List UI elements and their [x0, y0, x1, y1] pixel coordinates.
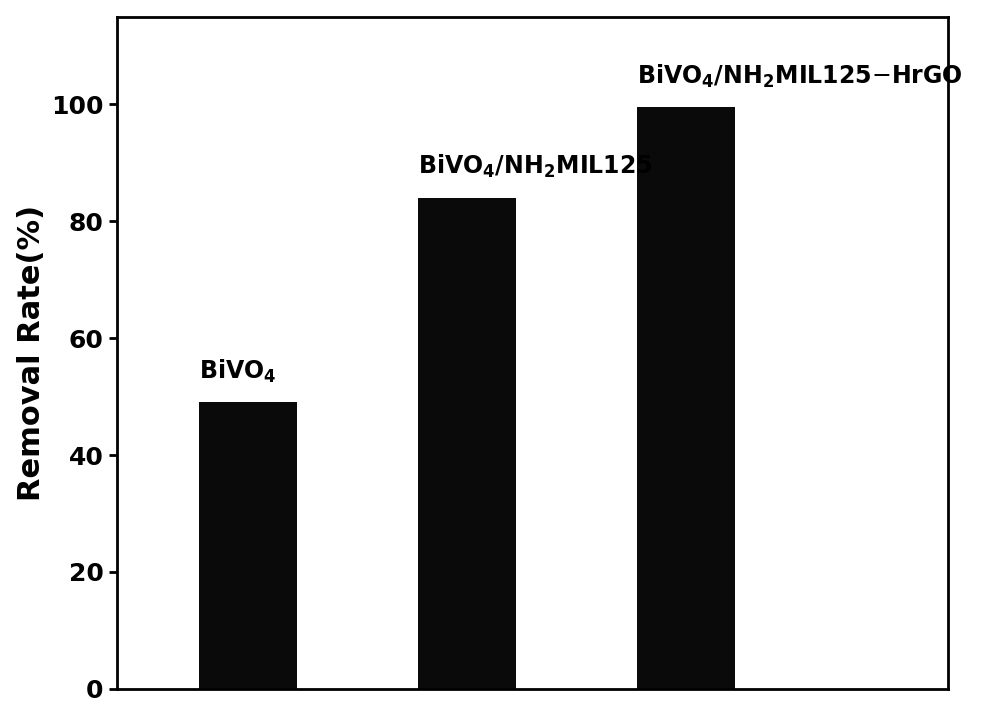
Bar	[199, 402, 297, 689]
Y-axis label: Removal Rate(%): Removal Rate(%)	[17, 204, 46, 501]
Text: $\mathbf{BiVO_4}$: $\mathbf{BiVO_4}$	[199, 358, 276, 385]
Text: $\mathbf{BiVO_4/NH_2MIL125}$: $\mathbf{BiVO_4/NH_2MIL125}$	[418, 153, 652, 180]
Bar	[637, 107, 735, 689]
Bar	[418, 198, 516, 689]
Text: $\mathbf{BiVO_4/NH_2MIL125\mathrm{-}HrGO}$: $\mathbf{BiVO_4/NH_2MIL125\mathrm{-}HrGO…	[637, 63, 962, 90]
